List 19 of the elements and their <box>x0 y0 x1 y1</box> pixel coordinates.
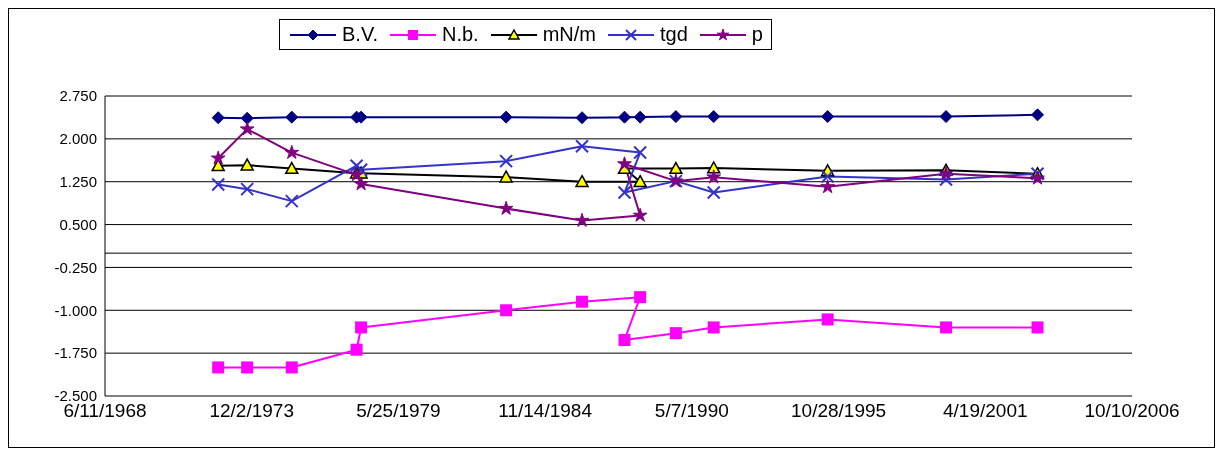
legend-label: p <box>751 23 763 46</box>
x-tick-label: 10/10/2006 <box>1084 400 1180 422</box>
x-tick-label: 10/28/1995 <box>791 400 887 422</box>
y-tick-label: 0.500 <box>59 215 97 233</box>
y-tick-label: 1.250 <box>59 173 97 191</box>
x-tick-label: 11/14/1984 <box>498 400 593 422</box>
y-tick-label: -0.250 <box>54 258 97 276</box>
x-tick-label: 4/19/2001 <box>943 400 1028 422</box>
y-tick-label: -1.750 <box>54 344 97 362</box>
y-tick-label: -1.000 <box>54 301 97 319</box>
y-tick-label: 2.750 <box>59 87 97 105</box>
legend-label: mN/m <box>542 23 596 46</box>
legend-label: tgd <box>659 23 688 46</box>
legend-label: N.b. <box>441 23 479 46</box>
x-tick-label: 5/7/1990 <box>654 400 729 422</box>
x-tick-label: 12/2/1973 <box>209 400 294 422</box>
y-tick-label: 2.000 <box>59 130 97 148</box>
x-tick-label: 5/25/1979 <box>356 400 441 422</box>
legend-label: B.V. <box>342 23 378 46</box>
